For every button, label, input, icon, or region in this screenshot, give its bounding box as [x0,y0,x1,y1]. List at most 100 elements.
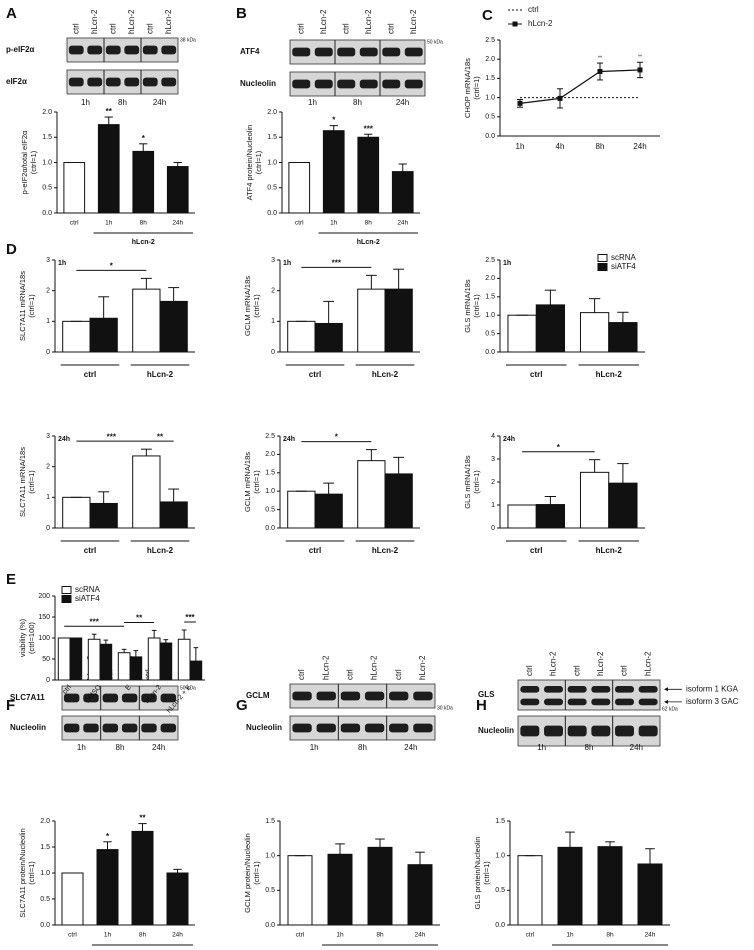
blot-band [161,77,177,87]
row-label: p-eIF2α [6,45,35,54]
lane-label: ctrl [620,665,629,676]
significance-label: ** [106,107,113,116]
blot-band [364,723,385,733]
panel-letter: D [6,241,17,258]
time-label: 24h [153,98,166,107]
y-axis-label: viability (%) [18,618,27,657]
bar [159,501,188,529]
marker [637,67,643,73]
blot-band [83,693,99,703]
significance-label: ** [136,614,143,623]
legend-swatch [61,586,72,594]
bar [96,849,119,926]
y-axis-label: (ctrl=100) [27,622,36,654]
row-label: Nucleolin [10,723,46,732]
bar [637,863,663,926]
blot-strip [61,685,179,711]
x-tick-label: hLcn-2 [147,546,174,555]
row-label: SLC7A11 [10,693,45,702]
x-tick-label: 8h [596,142,605,151]
bar [357,460,386,529]
x-tick-label: ctrl [84,546,96,555]
legend-swatch [597,254,608,262]
bar [357,288,386,353]
bar [535,504,566,529]
blot-band [567,725,587,737]
x-tick-label: ctrl [295,220,304,227]
blot-band [316,691,336,701]
blot-band [638,686,658,693]
significance-label: *** [89,617,99,626]
lane-label: hLcn-2 [164,9,173,34]
y-axis-label: SLC7A11 mRNA/18s [18,447,27,517]
y-tick-label: 1.0 [485,94,495,101]
blot-band [591,698,611,706]
blot-band [520,725,540,737]
y-axis-label: (ctrl=1) [482,861,491,885]
bar [384,288,413,353]
bar [89,317,118,353]
bar [159,300,188,353]
blot-band [141,723,157,733]
x-tick-label: 24h [172,932,183,939]
lane-label: ctrl [145,23,154,34]
legend-swatch [597,263,608,271]
x-tick-label: 24h [633,142,646,151]
bar [507,314,537,353]
time-note: 24h [58,436,70,443]
panel-letter: C [482,7,493,24]
blot-band [364,691,385,701]
bar [62,496,91,529]
lane-label: ctrl [341,23,350,34]
blot-band [382,47,401,57]
significance-label: * [557,443,561,452]
y-tick-label: 3 [46,433,50,440]
time-label: 24h [396,98,409,107]
blot-band [591,686,611,693]
significance-label: ** [598,55,602,61]
significance-label: *** [332,258,342,267]
blot-strip [66,69,179,95]
blot-band [340,691,361,701]
time-label: 8h [358,743,367,752]
size-marker: 62 kDa [662,706,678,712]
y-tick-label: 1.5 [42,134,52,141]
bar [367,846,393,926]
bar [579,312,610,353]
arrow-head [664,699,668,704]
group-label: hLcn-2 [132,239,155,246]
time-label: 8h [353,98,362,107]
y-tick-label: 150 [38,614,50,621]
y-axis-label: GCLM mRNA/18s [243,276,252,336]
row-label: GLS [478,690,495,699]
x-tick-label: 8h [139,932,147,939]
y-tick-label: 2.5 [265,433,275,440]
y-axis-label: (ctrl=1) [252,294,261,318]
blot-band [292,723,312,733]
marker [517,100,523,106]
x-tick-label: 8h [606,932,614,939]
x-tick-label: ctrl [84,370,96,379]
blot-band [340,723,361,733]
y-axis-label: (ctrl=1) [29,150,38,174]
x-tick-label: ctrl [309,546,321,555]
y-tick-label: 2 [46,288,50,295]
panel-letter: H [476,697,487,714]
time-note: 1h [283,260,291,267]
y-tick-label: 0.5 [265,887,275,894]
legend-label: siATF4 [75,594,100,603]
bar [535,304,566,353]
y-tick-label: 100 [38,635,50,642]
size-marker: 30 kDa [437,705,453,711]
y-tick-label: 3 [46,257,50,264]
bar [608,482,638,529]
lane-label: hLcn-2 [321,655,330,680]
blot-band [544,686,563,693]
y-tick-label: 2.0 [265,451,275,458]
bar [99,643,113,681]
bar [166,166,189,214]
y-axis-label: SLC7A11 mRNA/18s [18,271,27,341]
blot-band [359,47,378,57]
bar [507,504,537,529]
y-tick-label: 2.0 [40,818,50,825]
